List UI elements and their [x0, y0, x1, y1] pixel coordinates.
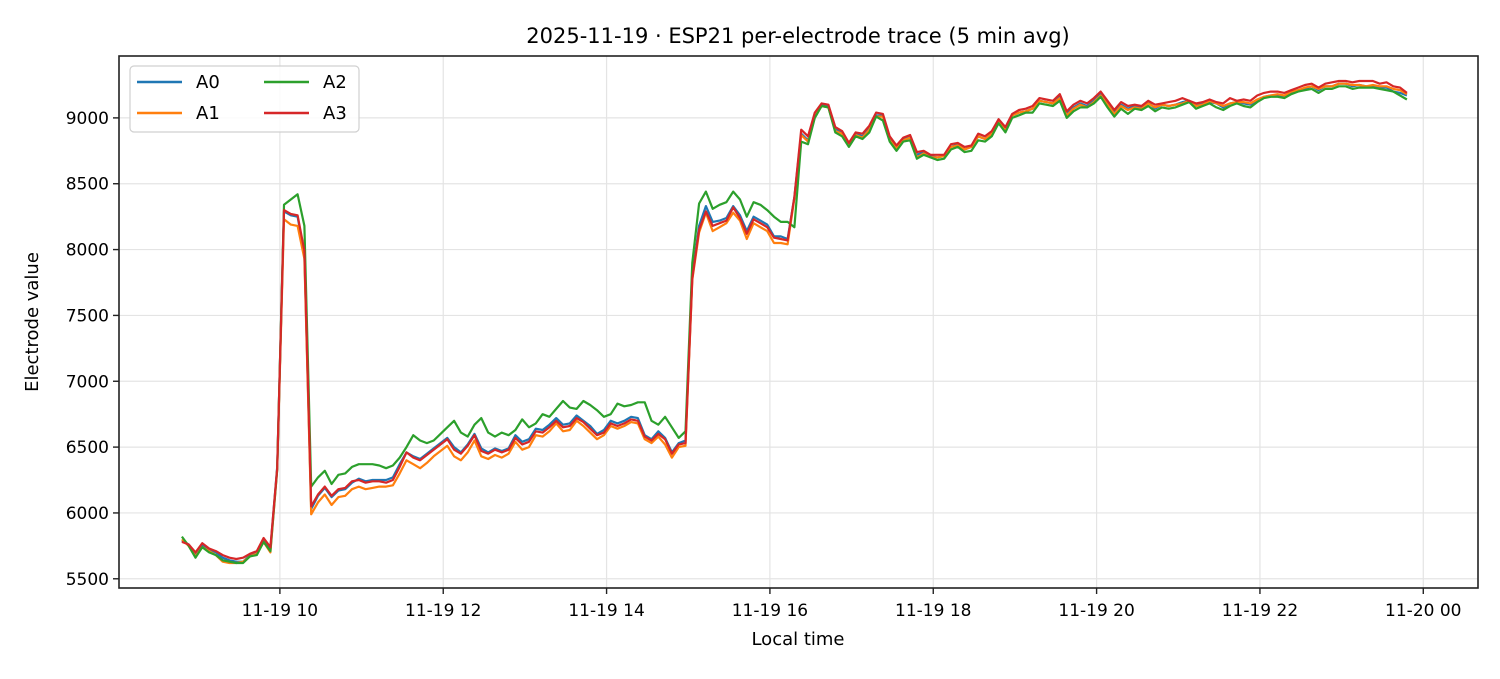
series-line-a3 — [181, 79, 1408, 561]
x-tick-label: 11-19 16 — [732, 601, 808, 621]
x-tick-label: 11-19 12 — [405, 601, 481, 621]
x-tick-label: 11-19 14 — [568, 601, 644, 621]
x-tick-label: 11-20 00 — [1385, 601, 1461, 621]
legend-item-a3: A3 — [264, 103, 347, 124]
x-axis-label: Local time — [751, 629, 844, 650]
x-axis: 11-19 10 11-19 12 11-19 14 11-19 16 11-19 18… — [242, 588, 1461, 621]
y-tick-label: 7000 — [66, 372, 109, 392]
legend-item-a1: A1 — [137, 103, 220, 124]
x-tick-label: 11-19 22 — [1222, 601, 1298, 621]
x-tick-label: 11-19 18 — [895, 601, 971, 621]
legend-label-a2: A2 — [323, 72, 347, 93]
y-tick-label: 5500 — [66, 570, 109, 590]
y-axis: 5500 6000 6500 7000 7500 8000 8500 9000 — [66, 109, 119, 590]
y-axis-label: Electrode value — [22, 252, 43, 392]
y-tick-label: 9000 — [66, 109, 109, 129]
legend-item-a2: A2 — [264, 72, 347, 93]
y-tick-label: 6500 — [66, 438, 109, 458]
plot-frame — [118, 55, 1479, 589]
series-layer — [181, 79, 1408, 565]
legend-label-a0: A0 — [196, 72, 220, 93]
x-tick-label: 11-19 20 — [1058, 601, 1134, 621]
y-tick-label: 8000 — [66, 241, 109, 261]
y-tick-label: 6000 — [66, 504, 109, 524]
series-line-a2 — [181, 85, 1408, 565]
legend-label-a3: A3 — [323, 103, 347, 124]
chart-title: 2025-11-19 · ESP21 per-electrode trace (… — [526, 24, 1069, 48]
y-tick-label: 8500 — [66, 175, 109, 195]
x-tick-label: 11-19 10 — [242, 601, 318, 621]
y-tick-label: 7500 — [66, 306, 109, 326]
legend: A0 A1 A2 A3 — [129, 65, 360, 133]
legend-label-a1: A1 — [196, 103, 220, 124]
legend-item-a0: A0 — [137, 72, 220, 93]
